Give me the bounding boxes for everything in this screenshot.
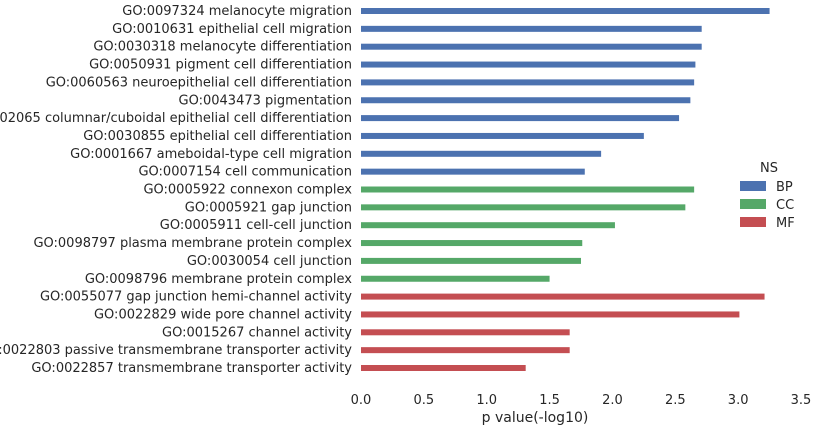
legend-swatch [740,217,766,227]
bar [361,365,526,371]
bar [361,311,740,318]
category-label: GO:0055077 gap junction hemi-channel act… [40,290,352,305]
bar [361,61,696,68]
category-label: GO:0007154 cell communication [138,165,352,180]
bar [361,79,695,86]
bar [361,222,615,229]
bar [361,8,770,14]
category-label: GO:0030318 melanocyte differentiation [93,40,352,55]
category-label: GO:0030054 cell junction [187,254,352,269]
category-label: GO:0005921 gap junction [185,200,352,215]
category-label: GO:0015267 channel activity [162,325,352,340]
bar [361,150,602,157]
category-label: GO:0005911 cell-cell junction [160,218,352,233]
bar [361,186,695,193]
category-label: GO:0098797 plasma membrane protein compl… [33,236,352,251]
x-tick-label: 3.5 [791,393,812,408]
x-tick-label: 1.5 [539,393,560,408]
category-label: GO:0022857 transmembrane transporter act… [31,361,352,376]
category-label: GO:0002065 columnar/cuboidal epithelial … [0,111,352,126]
bar [361,97,691,104]
category-label: GO:0043473 pigmentation [179,93,352,108]
bars-layer [361,8,770,371]
legend-label: BP [776,180,793,195]
bar [361,240,583,247]
x-axis-ticks: 0.0 0.5 1.0 1.5 2.0 2.5 3.0 3.5 [351,393,812,408]
bar [361,115,680,122]
category-label: GO:0050931 pigment cell differentiation [89,58,352,73]
legend-label: MF [776,216,795,231]
legend-label: CC [776,198,794,213]
bar [361,347,570,354]
bar [361,168,585,175]
bar [361,293,765,300]
x-tick-label: 2.5 [665,393,686,408]
bar [361,275,550,282]
bar [361,204,686,211]
bar [361,329,570,336]
legend: NS BP CC MF [740,161,795,231]
category-label: GO:0060563 neuroepithelial cell differen… [46,75,352,90]
category-label: GO:0010631 epithelial cell migration [112,22,352,37]
x-tick-label: 1.0 [476,393,497,408]
category-label: GO:0001667 ameboidal-type cell migration [70,147,352,162]
legend-title: NS [760,161,778,176]
category-label: GO:0097324 melanocyte migration [122,4,352,19]
bar [361,257,581,264]
category-label: GO:0030855 epithelial cell differentiati… [83,129,352,144]
category-label: GO:0022829 wide pore channel activity [94,307,352,322]
legend-swatch [740,199,766,209]
legend-items: BP CC MF [740,180,795,231]
x-tick-label: 3.0 [728,393,749,408]
category-label: GO:0098796 membrane protein complex [85,272,352,287]
category-label: GO:0005922 connexon complex [143,183,352,198]
bar [361,132,644,139]
bar [361,25,702,32]
category-labels: GO:0097324 melanocyte migration GO:001063… [0,4,352,376]
x-tick-label: 0.0 [351,393,372,408]
category-label: GO:0022803 passive transmembrane transpo… [0,343,352,358]
bar [361,43,702,50]
x-axis-title: p value(-log10) [482,410,589,426]
legend-swatch [740,181,766,191]
x-tick-label: 2.0 [602,393,623,408]
x-tick-label: 0.5 [414,393,435,408]
